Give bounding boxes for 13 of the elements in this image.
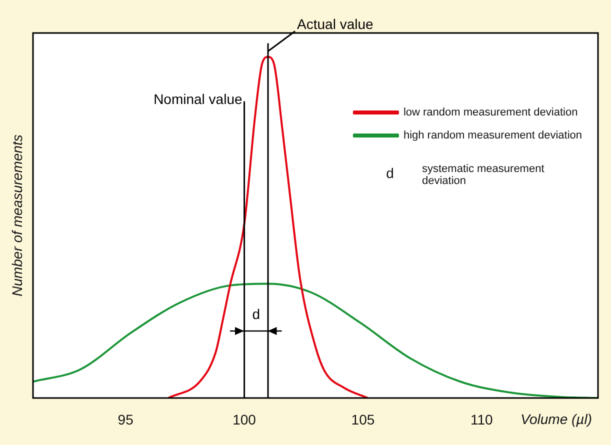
x-tick-label: 100 [232, 411, 256, 428]
y-axis-title: Number of measurements [8, 134, 25, 296]
annotation: d [385, 165, 395, 181]
legend-label: low random measurement deviation [403, 106, 578, 119]
x-axis-title: Volume (µl) [520, 410, 592, 427]
annotation: d [252, 306, 260, 322]
x-tick-label: 95 [118, 411, 134, 428]
ref-line-label: Actual value [297, 16, 374, 32]
annotation: systematic measurement deviation [422, 163, 546, 187]
x-tick-label: 105 [351, 411, 375, 428]
x-tick-label: 110 [470, 411, 494, 428]
ref-line-label: Nominal value [154, 91, 242, 108]
legend-label: high random measurement deviation [403, 130, 582, 142]
